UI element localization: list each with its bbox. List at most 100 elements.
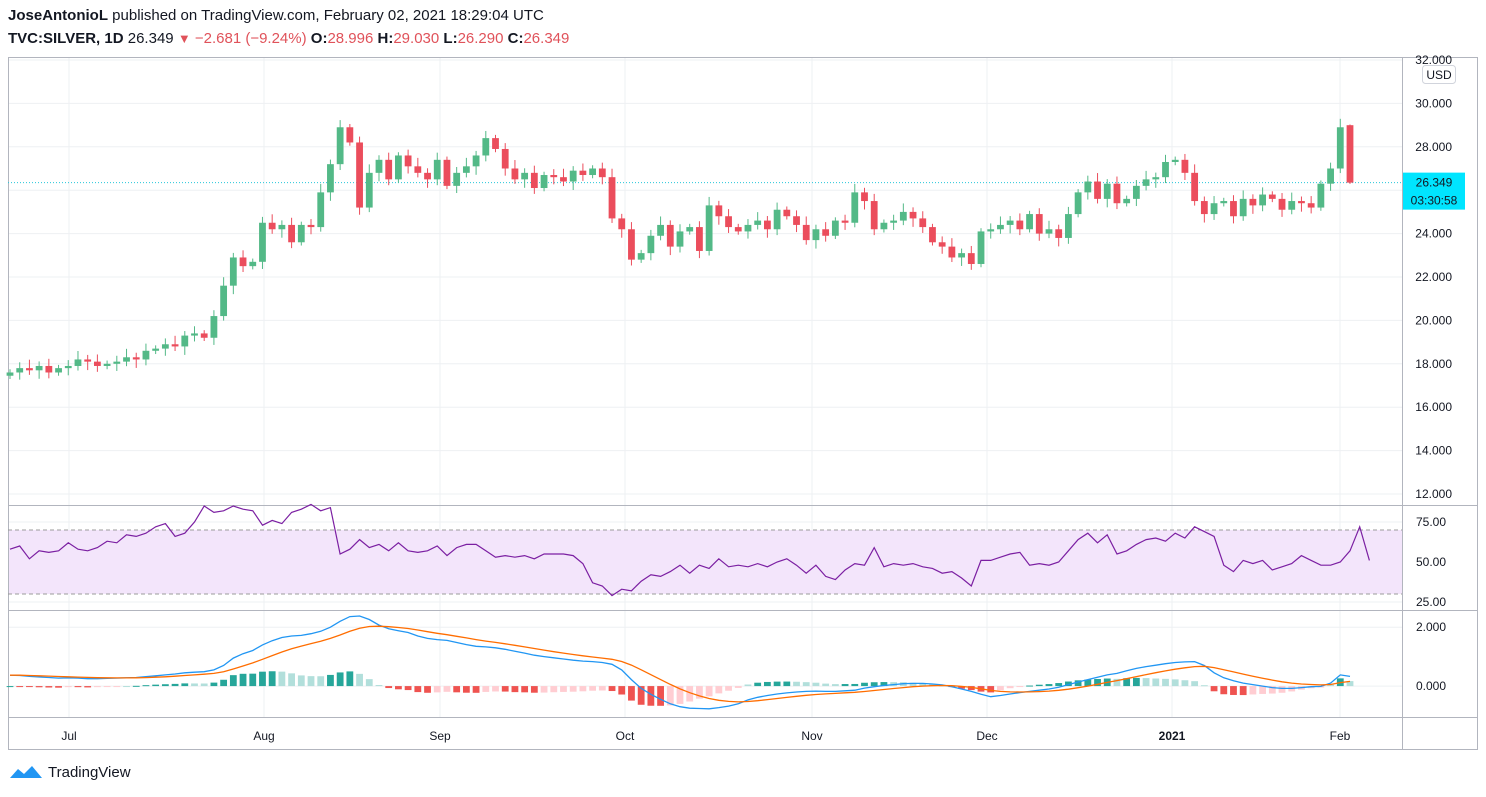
macd-histogram-bar	[521, 686, 529, 693]
macd-histogram-bar	[628, 686, 635, 701]
macd-histogram-bar	[346, 671, 354, 687]
candle-body	[909, 211, 917, 219]
macd-histogram-bar	[268, 671, 276, 687]
candle-body	[628, 229, 635, 260]
macd-histogram-bar	[598, 686, 606, 691]
candle-body	[540, 175, 548, 189]
macd-histogram-bar	[1065, 681, 1072, 687]
candle-body	[1142, 179, 1150, 186]
candle-body	[637, 253, 645, 260]
rsi-band	[9, 530, 1402, 594]
macd-histogram-bar	[45, 686, 53, 688]
candle-body	[1259, 194, 1267, 206]
candle-body	[938, 242, 946, 247]
rsi-line	[9, 503, 1370, 597]
candle-body	[987, 229, 995, 232]
candle-body	[608, 177, 616, 219]
macd-histogram-bar	[1346, 681, 1354, 687]
macd-histogram-bar	[395, 686, 402, 690]
candle-body	[395, 155, 402, 180]
low-label: L:	[443, 30, 458, 47]
macd-histogram-bar	[152, 684, 160, 687]
candle-body	[152, 348, 160, 351]
candle-body	[666, 224, 674, 247]
candle-body	[171, 344, 179, 347]
candle-body	[1268, 194, 1276, 199]
candle-body	[734, 227, 742, 232]
high-value: 29.030	[393, 30, 440, 47]
candlestick-series	[6, 118, 1354, 380]
candle-body	[686, 227, 694, 232]
grid-lines	[8, 58, 1402, 717]
macd-histogram-bar	[909, 682, 917, 687]
macd-histogram-bar	[433, 686, 441, 693]
macd-histogram-bar	[356, 673, 363, 687]
candle-body	[74, 359, 82, 366]
macd-histogram-bar	[1230, 686, 1237, 695]
candle-body	[472, 155, 480, 167]
macd-histogram-bar	[132, 685, 140, 687]
open-value: 28.996	[327, 30, 374, 47]
low-value: 26.290	[457, 30, 504, 47]
macd-histogram-bar	[1132, 677, 1140, 687]
candle-body	[647, 235, 655, 254]
time-tick-label: Dec	[976, 729, 997, 743]
candle-body	[1336, 127, 1344, 169]
macd-histogram-bar	[1035, 684, 1043, 687]
candle-body	[64, 365, 72, 369]
price-tick-label: 16.000	[1415, 400, 1452, 414]
time-tick-label: Nov	[801, 729, 822, 743]
last-price-label: 26.349	[1416, 176, 1453, 190]
candle-body	[433, 159, 441, 180]
candle-body	[1298, 201, 1305, 204]
candle-body	[278, 224, 286, 230]
price-tick-label: 18.000	[1415, 357, 1452, 371]
macd-histogram-bar	[414, 686, 422, 693]
price-tick-label: 30.000	[1415, 96, 1452, 110]
candle-body	[249, 261, 257, 267]
candle-body	[861, 192, 868, 202]
candle-body	[336, 127, 344, 165]
candle-body	[220, 285, 228, 317]
candle-body	[1035, 214, 1043, 234]
candle-body	[1278, 198, 1286, 210]
footer-brand: TradingView	[8, 763, 131, 781]
countdown-label: 03:30:58	[1411, 194, 1458, 208]
macd-histogram-bar	[725, 686, 732, 691]
candle-body	[1152, 177, 1160, 180]
candle-body	[35, 365, 43, 371]
macd-histogram-bar	[1026, 685, 1033, 687]
macd-histogram-bar	[84, 686, 92, 688]
candle-body	[1162, 161, 1169, 178]
candle-body	[783, 209, 791, 217]
macd-histogram-bar	[113, 686, 121, 688]
macd-histogram-bar	[220, 679, 228, 687]
macd-histogram-bar	[288, 673, 295, 687]
candle-body	[997, 224, 1004, 230]
candle-body	[288, 224, 295, 243]
candle-body	[530, 172, 538, 189]
macd-histogram-bar	[822, 683, 830, 687]
author-name[interactable]: JoseAntonioL	[8, 7, 108, 24]
macd-line	[9, 615, 1351, 710]
candle-body	[929, 227, 936, 243]
candle-body	[6, 372, 14, 376]
macd-histogram-bar	[773, 681, 781, 687]
candle-body	[414, 166, 422, 173]
macd-histogram-bar	[997, 686, 1004, 691]
candle-body	[1026, 214, 1033, 230]
candle-body	[919, 218, 927, 228]
candle-body	[1220, 201, 1228, 204]
ohlc-header: TVC:SILVER, 1D 26.349 ▼ −2.681 (−9.24%) …	[8, 30, 569, 47]
candle-body	[404, 155, 412, 167]
macd-histogram-bar	[967, 686, 975, 691]
macd-histogram-bar	[880, 682, 888, 687]
macd-histogram-bar	[589, 686, 597, 691]
macd-histogram-bar	[657, 686, 664, 706]
macd-histogram-bar	[482, 686, 490, 692]
candle-body	[1327, 168, 1334, 184]
time-tick-label: Oct	[616, 729, 635, 743]
macd-histogram-bar	[327, 674, 334, 687]
candle-body	[482, 138, 490, 156]
